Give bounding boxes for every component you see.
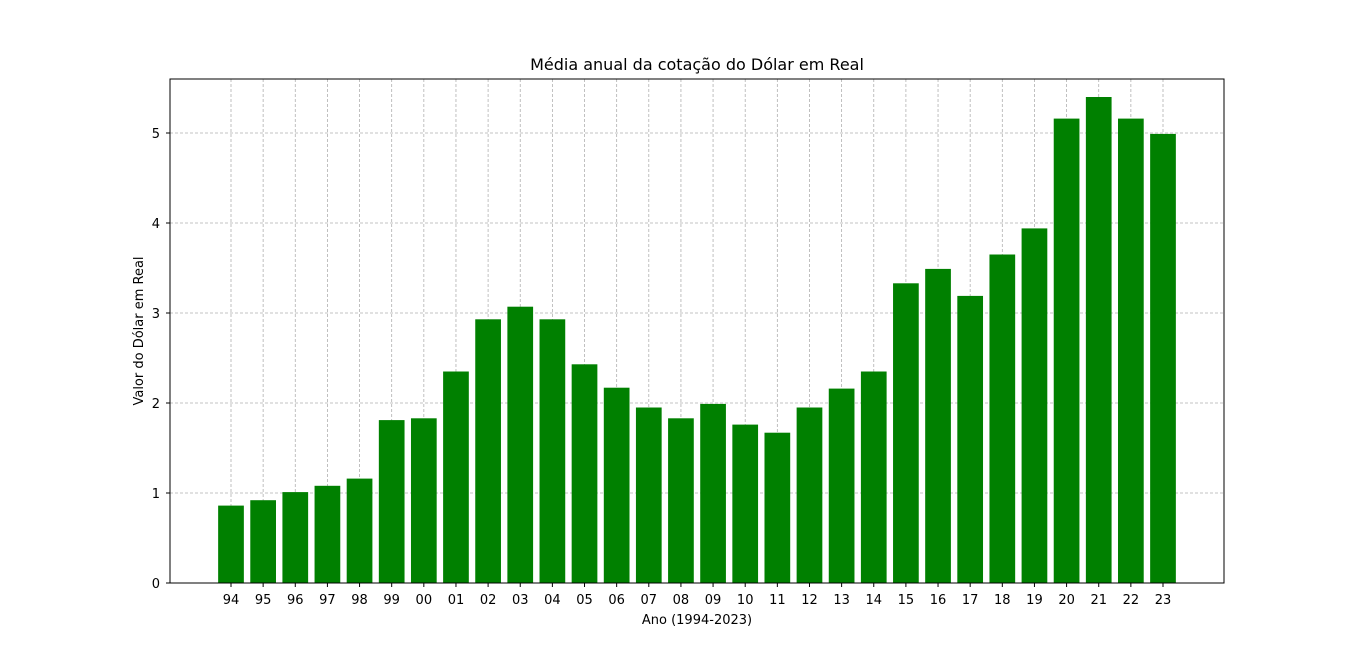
x-tick-label: 10 (737, 593, 754, 608)
x-tick-label: 06 (608, 593, 625, 608)
x-tick-label: 21 (1090, 593, 1107, 608)
x-tick-label: 00 (416, 593, 433, 608)
x-tick-label: 02 (480, 593, 497, 608)
x-tick-label: 09 (705, 593, 722, 608)
bar-09 (700, 403, 726, 583)
x-tick-label: 03 (512, 593, 529, 608)
x-tick-label: 14 (865, 593, 882, 608)
bar-06 (603, 387, 630, 583)
x-tick-label: 16 (930, 593, 947, 608)
bar-08 (668, 418, 694, 583)
bar-14 (860, 371, 887, 583)
x-tick-label: 94 (223, 593, 240, 608)
x-tick-label: 20 (1058, 593, 1075, 608)
bar-12 (796, 407, 823, 583)
x-tick-label: 97 (319, 593, 336, 608)
bar-15 (893, 283, 919, 583)
bar-11 (764, 432, 791, 583)
y-tick-label: 4 (152, 217, 160, 232)
y-tick-label: 0 (152, 577, 160, 592)
bar-99 (378, 420, 405, 583)
y-tick-label: 1 (152, 487, 160, 502)
x-tick-label: 01 (448, 593, 465, 608)
x-tick-label: 22 (1123, 593, 1140, 608)
bar-97 (314, 485, 341, 583)
x-tick-label: 17 (962, 593, 979, 608)
bar-23 (1150, 133, 1176, 583)
x-tick-label: 13 (833, 593, 850, 608)
plot-frame (169, 78, 1225, 584)
x-tick-label: 19 (1026, 593, 1043, 608)
y-axis-ticks: 0 1 2 3 4 5 (152, 127, 170, 592)
bar-98 (346, 478, 373, 583)
bars-layer (218, 97, 1176, 583)
y-tick-label: 3 (152, 307, 160, 322)
bar-22 (1118, 118, 1144, 583)
bar-94 (218, 505, 244, 583)
y-tick-label: 2 (152, 397, 160, 412)
x-tick-label: 05 (576, 593, 593, 608)
x-tick-label: 11 (769, 593, 786, 608)
bar-17 (957, 295, 984, 583)
x-tick-label: 99 (383, 593, 400, 608)
x-tick-label: 08 (673, 593, 690, 608)
x-tick-label: 04 (544, 593, 561, 608)
x-tick-label: 07 (641, 593, 658, 608)
bar-20 (1053, 118, 1080, 583)
bar-10 (732, 424, 759, 583)
bar-00 (410, 418, 437, 583)
x-tick-label: 96 (287, 593, 304, 608)
bar-18 (989, 254, 1016, 583)
bar-21 (1085, 97, 1112, 583)
bar-02 (475, 319, 501, 583)
bar-03 (507, 306, 534, 583)
bar-07 (635, 407, 662, 583)
x-tick-label: 23 (1155, 593, 1172, 608)
bar-13 (828, 388, 855, 583)
x-axis-label: Ano (1994-2023) (642, 613, 752, 628)
x-tick-label: 98 (351, 593, 368, 608)
y-axis-label: Valor do Dólar em Real (132, 256, 147, 405)
bar-95 (250, 500, 276, 583)
x-axis-ticks: 94 95 96 97 98 99 00 01 02 03 04 05 06 07 08 09 10 11 12 13… (223, 583, 1172, 608)
x-tick-label: 18 (994, 593, 1011, 608)
x-tick-label: 12 (801, 593, 818, 608)
x-tick-label: 95 (255, 593, 272, 608)
bar-01 (443, 371, 469, 583)
bar-16 (925, 268, 951, 583)
chart-title: Média anual da cotação do Dólar em Real (530, 55, 864, 74)
bar-19 (1021, 228, 1048, 583)
x-tick-label: 15 (898, 593, 915, 608)
bar-96 (282, 492, 309, 583)
bar-04 (539, 319, 566, 583)
bar-05 (571, 364, 598, 583)
y-tick-label: 5 (152, 127, 160, 142)
